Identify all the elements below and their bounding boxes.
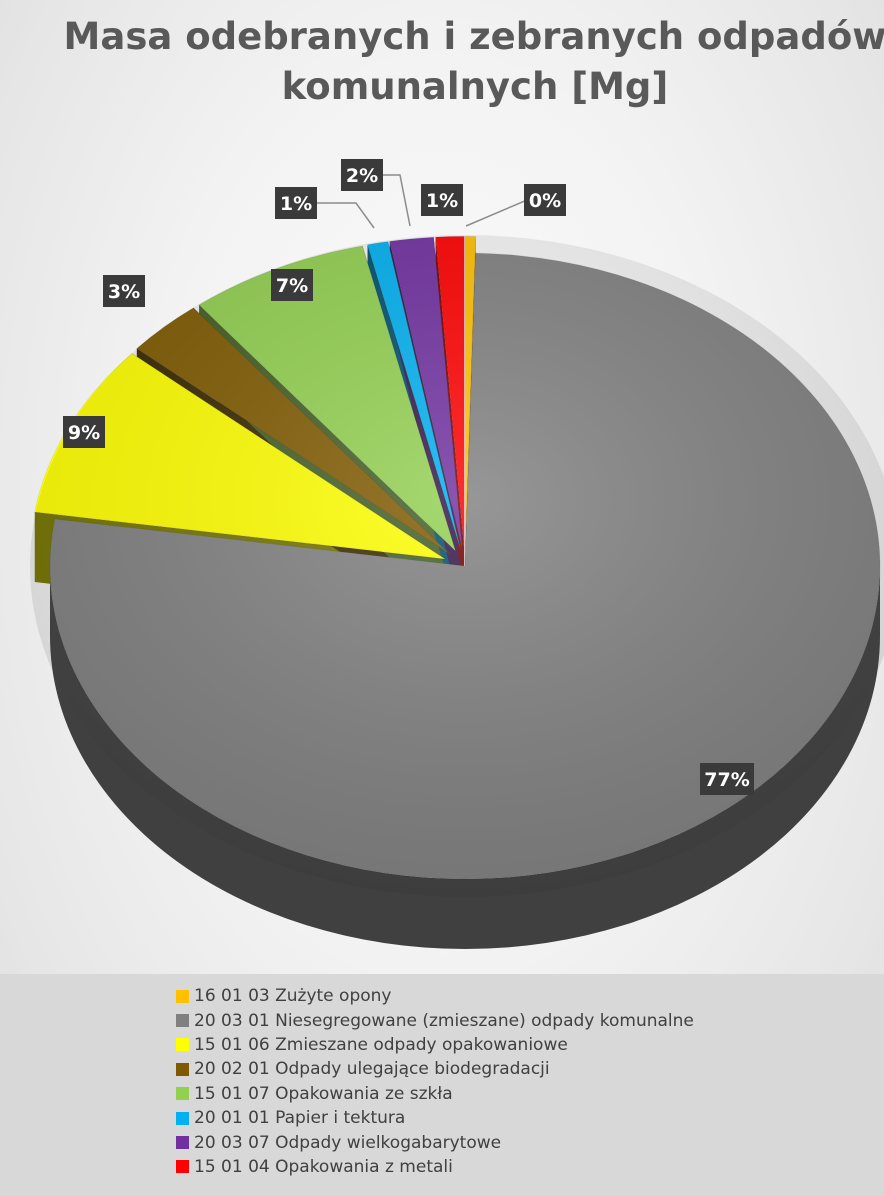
legend-label: 15 01 04 Opakowania z metali: [194, 1156, 453, 1177]
legend-item: 20 01 01 Papier i tektura: [176, 1106, 694, 1130]
legend-item: 15 01 06 Zmieszane odpady opakowaniowe: [176, 1033, 694, 1057]
legend-swatch: [176, 1038, 189, 1052]
legend-item: 20 03 07 Odpady wielkogabarytowe: [176, 1130, 694, 1154]
legend-swatch: [176, 1160, 189, 1174]
legend-item: 16 01 03 Zużyte opony: [176, 984, 694, 1008]
data-label: 1%: [426, 190, 458, 212]
chart-title-line-2: komunalnych [Mg]: [281, 65, 669, 108]
data-label: 1%: [280, 193, 312, 215]
data-label-box: [421, 184, 463, 216]
data-label-box: [524, 184, 566, 216]
legend-swatch: [176, 1014, 189, 1028]
data-label-box: [103, 275, 145, 307]
data-labels: 0% 77% 9% 3% 7% 1% 2% 1%: [63, 159, 754, 795]
data-label: 3%: [108, 281, 140, 303]
legend-swatch: [176, 1111, 189, 1125]
legend-swatch: [176, 1136, 189, 1150]
data-label: 7%: [276, 275, 308, 297]
legend-label: 20 03 01 Niesegregowane (zmieszane) odpa…: [194, 1010, 694, 1031]
legend-label: 20 03 07 Odpady wielkogabarytowe: [194, 1132, 502, 1153]
legend: 16 01 03 Zużyte opony 20 03 01 Niesegrego…: [0, 974, 884, 1196]
legend-label: 16 01 03 Zużyte opony: [194, 986, 392, 1007]
chart-title-line-1: Masa odebranych i zebranych odpadów: [63, 15, 884, 58]
legend-label: 20 02 01 Odpady ulegające biodegradacji: [194, 1059, 550, 1080]
legend-swatch: [176, 1062, 189, 1076]
pie-chart: 0% 77% 9% 3% 7% 1% 2% 1%: [30, 159, 884, 949]
legend-label: 15 01 07 Opakowania ze szkła: [194, 1083, 453, 1104]
data-label-box: [63, 416, 105, 448]
legend-list: 16 01 03 Zużyte opony 20 03 01 Niesegrego…: [176, 984, 694, 1179]
data-label-box: [700, 763, 754, 795]
legend-item: 15 01 04 Opakowania z metali: [176, 1155, 694, 1179]
legend-item: 20 03 01 Niesegregowane (zmieszane) odpa…: [176, 1008, 694, 1032]
data-label: 77%: [704, 769, 749, 791]
chart-title: Masa odebranych i zebranych odpadów komu…: [60, 12, 884, 112]
legend-item: 20 02 01 Odpady ulegające biodegradacji: [176, 1057, 694, 1081]
legend-label: 20 01 01 Papier i tektura: [194, 1108, 406, 1129]
data-label-box: [275, 187, 317, 219]
data-label: 0%: [529, 190, 561, 212]
data-label-box: [341, 159, 383, 191]
legend-swatch: [176, 989, 189, 1003]
data-label: 2%: [346, 165, 378, 187]
legend-swatch: [176, 1087, 189, 1101]
data-label: 9%: [68, 422, 100, 444]
legend-item: 15 01 07 Opakowania ze szkła: [176, 1082, 694, 1106]
legend-label: 15 01 06 Zmieszane odpady opakowaniowe: [194, 1034, 568, 1055]
data-label-box: [271, 269, 313, 301]
